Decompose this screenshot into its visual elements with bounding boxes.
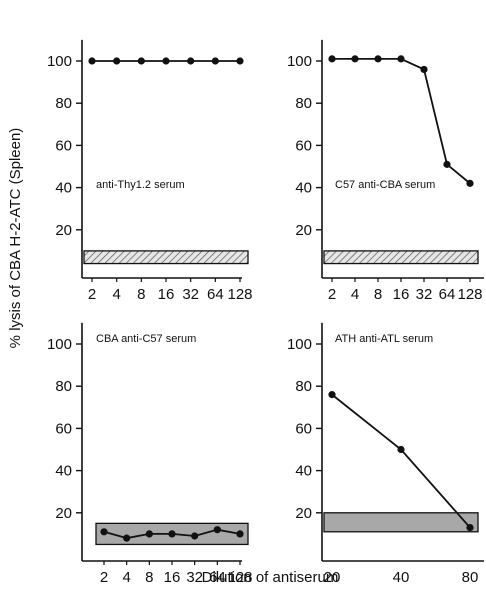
- y-axis-label: % lysis of CBA H-2-ATC (Spleen): [7, 128, 24, 349]
- panel-bottom-left: 20 40 60 80 100 2 4 8 16 32 64 128 CBA anti-C57 seru…: [47, 322, 253, 586]
- x-tick-label: 128: [227, 569, 252, 586]
- data-point: [466, 179, 474, 187]
- x-tick-label: 4: [351, 286, 359, 303]
- y-tick-label: 100: [47, 53, 72, 70]
- x-tick-label: 8: [137, 286, 145, 303]
- y-tick-label: 60: [55, 137, 72, 154]
- x-tick-label: 64: [209, 569, 226, 586]
- y-tick-label: 80: [55, 378, 72, 395]
- control-band: [83, 250, 249, 265]
- y-tick-label: 80: [55, 95, 72, 112]
- y-tick-label: 20: [295, 505, 312, 522]
- y-tick-label: 20: [55, 505, 72, 522]
- data-point: [328, 55, 336, 63]
- y-tick-label: 60: [295, 420, 312, 437]
- x-tick-label: 128: [457, 286, 482, 303]
- data-point: [162, 57, 170, 65]
- y-tick-label: 80: [295, 95, 312, 112]
- x-tick-label: 2: [88, 286, 96, 303]
- data-point: [123, 534, 131, 542]
- x-tick-label: 32: [416, 286, 433, 303]
- x-tick-label: 16: [158, 286, 175, 303]
- y-tick-label: 80: [295, 378, 312, 395]
- x-tick-label: 16: [393, 286, 410, 303]
- panel-bottom-right: 20 40 60 80 100 20 40 80 ATH anti-ATL serum: [287, 322, 484, 586]
- control-band: [323, 512, 479, 533]
- x-tick-label: 16: [164, 569, 181, 586]
- series-line: [331, 393, 471, 529]
- x-tick-label: 64: [439, 286, 456, 303]
- data-point: [211, 57, 219, 65]
- data-point: [351, 55, 359, 63]
- y-tick-label: 100: [287, 336, 312, 353]
- y-tick-label: 40: [295, 463, 312, 480]
- data-point: [145, 530, 153, 538]
- data-point: [213, 526, 221, 534]
- x-tick-label: 32: [182, 286, 199, 303]
- x-axis-label: Dilution of antiserum: [202, 569, 339, 586]
- panel-top-left: 20 40 60 80 100 2 4 8 16 32 64 128 anti-Thy1.2 serum: [47, 39, 253, 303]
- x-tick-label: 4: [112, 286, 120, 303]
- x-tick-label: 80: [462, 569, 479, 586]
- data-point: [191, 532, 199, 540]
- data-point: [100, 528, 108, 536]
- data-point: [443, 160, 451, 168]
- data-point: [374, 55, 382, 63]
- x-tick-label: 2: [100, 569, 108, 586]
- data-point: [397, 445, 405, 454]
- panel-annotation: C57 anti-CBA serum: [335, 179, 435, 191]
- x-tick-label: 64: [207, 286, 224, 303]
- y-tick-label: 40: [55, 180, 72, 197]
- data-point: [113, 57, 121, 65]
- x-tick-label: 32: [186, 569, 203, 586]
- panel-annotation: CBA anti-C57 serum: [96, 333, 196, 345]
- data-point: [236, 57, 244, 65]
- y-tick-label: 60: [295, 137, 312, 154]
- x-tick-label: 8: [145, 569, 153, 586]
- y-tick-label: 100: [287, 53, 312, 70]
- data-point: [397, 55, 405, 63]
- data-point: [137, 57, 145, 65]
- panel-top-right: 20 40 60 80 100 2 4 8 16 32 64 128 C57 anti-CBA seru…: [287, 39, 484, 303]
- x-tick-label: 128: [227, 286, 252, 303]
- data-point: [187, 57, 195, 65]
- panel-annotation: ATH anti-ATL serum: [335, 333, 433, 345]
- data-point: [168, 530, 176, 538]
- x-tick-label: 4: [122, 569, 130, 586]
- y-tick-label: 20: [55, 222, 72, 239]
- y-tick-label: 40: [295, 180, 312, 197]
- control-band: [323, 250, 479, 265]
- x-tick-label: 8: [374, 286, 382, 303]
- x-tick-label: 2: [328, 286, 336, 303]
- y-tick-label: 40: [55, 463, 72, 480]
- data-point: [328, 391, 336, 399]
- x-tick-label: 20: [324, 569, 341, 586]
- panel-annotation: anti-Thy1.2 serum: [96, 179, 185, 191]
- data-point: [420, 65, 428, 74]
- y-tick-label: 100: [47, 336, 72, 353]
- x-tick-label: 40: [393, 569, 410, 586]
- data-point: [236, 530, 244, 538]
- y-tick-label: 20: [295, 222, 312, 239]
- y-tick-label: 60: [55, 420, 72, 437]
- data-point: [466, 523, 474, 532]
- data-point: [88, 57, 96, 65]
